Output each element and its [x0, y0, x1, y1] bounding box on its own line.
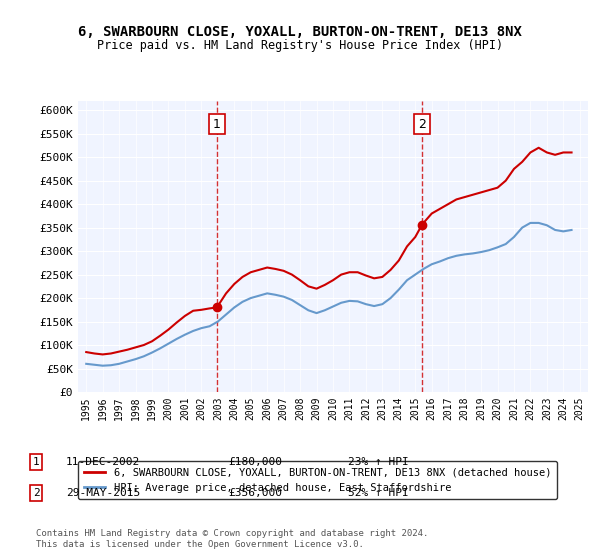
Text: 2: 2 [32, 488, 40, 498]
Text: £180,000: £180,000 [228, 457, 282, 467]
Text: 11-DEC-2002: 11-DEC-2002 [66, 457, 140, 467]
Text: 23% ↑ HPI: 23% ↑ HPI [348, 457, 409, 467]
Text: 1: 1 [213, 118, 221, 130]
Text: £356,000: £356,000 [228, 488, 282, 498]
Text: 52% ↑ HPI: 52% ↑ HPI [348, 488, 409, 498]
Text: Contains HM Land Registry data © Crown copyright and database right 2024.
This d: Contains HM Land Registry data © Crown c… [36, 529, 428, 549]
Text: 29-MAY-2015: 29-MAY-2015 [66, 488, 140, 498]
Text: 2: 2 [418, 118, 426, 130]
Text: 1: 1 [32, 457, 40, 467]
Text: Price paid vs. HM Land Registry's House Price Index (HPI): Price paid vs. HM Land Registry's House … [97, 39, 503, 52]
Legend: 6, SWARBOURN CLOSE, YOXALL, BURTON-ON-TRENT, DE13 8NX (detached house), HPI: Ave: 6, SWARBOURN CLOSE, YOXALL, BURTON-ON-TR… [78, 461, 557, 499]
Text: 6, SWARBOURN CLOSE, YOXALL, BURTON-ON-TRENT, DE13 8NX: 6, SWARBOURN CLOSE, YOXALL, BURTON-ON-TR… [78, 25, 522, 39]
